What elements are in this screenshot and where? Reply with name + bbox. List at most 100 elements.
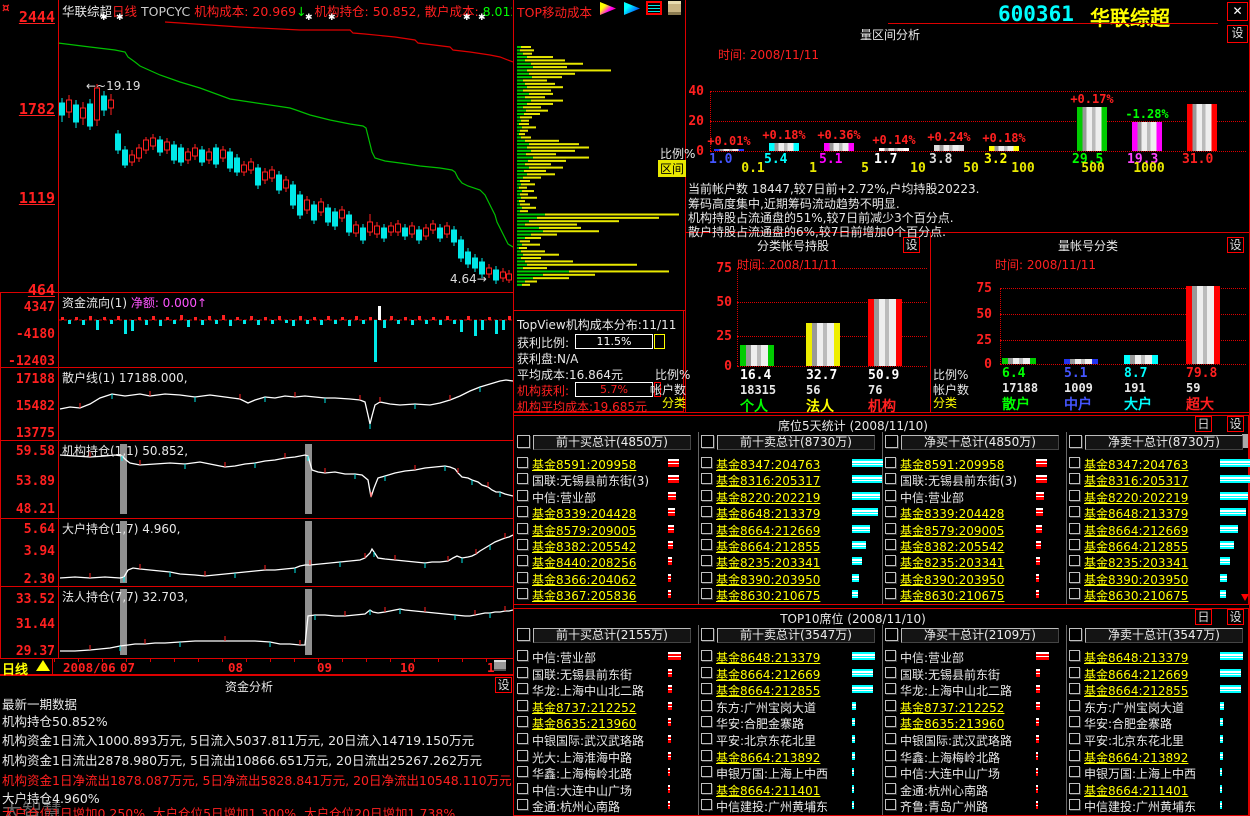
seat-row-label[interactable]: 基金8440:208256 bbox=[532, 556, 637, 570]
table10-day-button[interactable]: 日 bbox=[1195, 609, 1212, 625]
seat-row-label[interactable]: 中信:营业部 bbox=[532, 651, 597, 665]
row-checkbox[interactable] bbox=[1069, 523, 1080, 534]
seat-row-label[interactable]: 中信:大连中山广场 bbox=[532, 784, 633, 798]
seat-row-label[interactable]: 基金8220:202219 bbox=[1084, 491, 1189, 505]
row-checkbox[interactable] bbox=[701, 783, 712, 794]
row-checkbox[interactable] bbox=[885, 490, 896, 501]
row-checkbox[interactable] bbox=[1069, 490, 1080, 501]
row-checkbox[interactable] bbox=[885, 650, 896, 661]
seat-row-label[interactable]: 国联:无锡县前东街(3) bbox=[532, 474, 650, 488]
row-checkbox[interactable] bbox=[701, 539, 712, 550]
seat-row-label[interactable]: 基金8390:203950 bbox=[716, 573, 821, 587]
seat-row-label[interactable]: 金通:杭州心南路 bbox=[532, 800, 621, 814]
row-checkbox[interactable] bbox=[517, 783, 528, 794]
row-checkbox[interactable] bbox=[517, 750, 528, 761]
column-header[interactable]: 净卖十总计(3547万) bbox=[1085, 628, 1243, 643]
row-checkbox[interactable] bbox=[517, 650, 528, 661]
row-checkbox[interactable] bbox=[1069, 539, 1080, 550]
seat-row-label[interactable]: 华安:合肥金寨路 bbox=[716, 717, 805, 731]
row-checkbox[interactable] bbox=[701, 523, 712, 534]
interval-settings-button[interactable]: 设 bbox=[1227, 25, 1248, 43]
row-checkbox[interactable] bbox=[517, 506, 528, 517]
row-checkbox[interactable] bbox=[517, 716, 528, 727]
row-checkbox[interactable] bbox=[517, 733, 528, 744]
row-checkbox[interactable] bbox=[885, 506, 896, 517]
table5-settings-button[interactable]: 设 bbox=[1227, 416, 1244, 432]
table10-settings-button[interactable]: 设 bbox=[1227, 609, 1244, 625]
column-checkbox[interactable] bbox=[1069, 435, 1082, 448]
row-checkbox[interactable] bbox=[885, 716, 896, 727]
seat-row-label[interactable]: 基金8648:213379 bbox=[716, 651, 821, 665]
seat-row-label[interactable]: 基金8664:212855 bbox=[1084, 684, 1189, 698]
row-checkbox[interactable] bbox=[885, 683, 896, 694]
row-checkbox[interactable] bbox=[517, 700, 528, 711]
row-checkbox[interactable] bbox=[517, 683, 528, 694]
column-header[interactable]: 净买十总计(2109万) bbox=[901, 628, 1059, 643]
seat-row-label[interactable]: 基金8579:209005 bbox=[900, 524, 1005, 538]
row-checkbox[interactable] bbox=[517, 539, 528, 550]
period-tag[interactable]: 日线 bbox=[2, 663, 29, 678]
seat-row-label[interactable]: 光大:上海淮海中路 bbox=[532, 751, 633, 765]
row-checkbox[interactable] bbox=[701, 700, 712, 711]
row-checkbox[interactable] bbox=[885, 783, 896, 794]
seat-row-label[interactable]: 基金8648:213379 bbox=[716, 507, 821, 521]
seat-row-label[interactable]: 基金8390:203950 bbox=[1084, 573, 1189, 587]
row-checkbox[interactable] bbox=[1069, 667, 1080, 678]
seat-row-label[interactable]: 基金8664:212855 bbox=[716, 540, 821, 554]
close-icon[interactable]: ✕ bbox=[1227, 2, 1248, 21]
row-checkbox[interactable] bbox=[517, 490, 528, 501]
seat-row-label[interactable]: 基金8648:213379 bbox=[1084, 651, 1189, 665]
seat-row-label[interactable]: 申银万国:上海上中西 bbox=[1084, 767, 1197, 781]
triangle-up-icon[interactable] bbox=[36, 660, 50, 671]
seat-row-label[interactable]: 基金8591:209958 bbox=[532, 458, 637, 472]
seat-row-label[interactable]: 基金8235:203341 bbox=[716, 556, 821, 570]
column-checkbox[interactable] bbox=[1069, 628, 1082, 641]
row-checkbox[interactable] bbox=[517, 457, 528, 468]
row-checkbox[interactable] bbox=[1069, 750, 1080, 761]
seat-row-label[interactable]: 中信:营业部 bbox=[532, 491, 597, 505]
table5-day-button[interactable]: 日 bbox=[1195, 416, 1212, 432]
row-checkbox[interactable] bbox=[1069, 766, 1080, 777]
seat-row-label[interactable]: 基金8316:205317 bbox=[1084, 474, 1189, 488]
row-checkbox[interactable] bbox=[1069, 716, 1080, 727]
column-checkbox[interactable] bbox=[885, 435, 898, 448]
row-checkbox[interactable] bbox=[885, 457, 896, 468]
seat-row-label[interactable]: 中信建投:广州黄埔东 bbox=[1084, 800, 1197, 814]
seat-row-label[interactable]: 华安:合肥金寨路 bbox=[1084, 717, 1173, 731]
row-checkbox[interactable] bbox=[885, 667, 896, 678]
fund-analysis-settings-button[interactable]: 设 bbox=[495, 677, 512, 693]
seat-row-label[interactable]: 东方:广州宝岗大道 bbox=[1084, 701, 1185, 715]
row-checkbox[interactable] bbox=[885, 799, 896, 810]
row-checkbox[interactable] bbox=[517, 572, 528, 583]
seat-row-label[interactable]: 基金8316:205317 bbox=[716, 474, 821, 488]
seat-row-label[interactable]: 中信:营业部 bbox=[900, 491, 965, 505]
row-checkbox[interactable] bbox=[885, 572, 896, 583]
seat-row-label[interactable]: 东方:广州宝岗大道 bbox=[716, 701, 817, 715]
print-icon[interactable] bbox=[494, 660, 506, 671]
column-checkbox[interactable] bbox=[885, 628, 898, 641]
row-checkbox[interactable] bbox=[885, 700, 896, 711]
row-checkbox[interactable] bbox=[701, 506, 712, 517]
row-checkbox[interactable] bbox=[701, 490, 712, 501]
seat-row-label[interactable]: 基金8664:212855 bbox=[1084, 540, 1189, 554]
row-checkbox[interactable] bbox=[1069, 783, 1080, 794]
seat-row-label[interactable]: 金通:杭州心南路 bbox=[900, 784, 989, 798]
row-checkbox[interactable] bbox=[517, 555, 528, 566]
row-checkbox[interactable] bbox=[885, 539, 896, 550]
seat-row-label[interactable]: 华鑫:上海梅岭北路 bbox=[900, 751, 1001, 765]
column-checkbox[interactable] bbox=[517, 435, 530, 448]
seat-row-label[interactable]: 中银国际:武汉武珞路 bbox=[532, 734, 645, 748]
row-checkbox[interactable] bbox=[1069, 457, 1080, 468]
seat-row-label[interactable]: 中信:大连中山广场 bbox=[900, 767, 1001, 781]
row-checkbox[interactable] bbox=[1069, 733, 1080, 744]
column-checkbox[interactable] bbox=[517, 628, 530, 641]
row-checkbox[interactable] bbox=[701, 750, 712, 761]
row-checkbox[interactable] bbox=[885, 473, 896, 484]
column-header[interactable]: 前十卖总计(8730万) bbox=[717, 435, 875, 450]
seat-row-label[interactable]: 基金8635:213960 bbox=[532, 717, 637, 731]
row-checkbox[interactable] bbox=[701, 588, 712, 599]
row-checkbox[interactable] bbox=[517, 667, 528, 678]
row-checkbox[interactable] bbox=[885, 750, 896, 761]
seat-row-label[interactable]: 基金8220:202219 bbox=[716, 491, 821, 505]
seat-row-label[interactable]: 平安:北京东花北里 bbox=[1084, 734, 1185, 748]
